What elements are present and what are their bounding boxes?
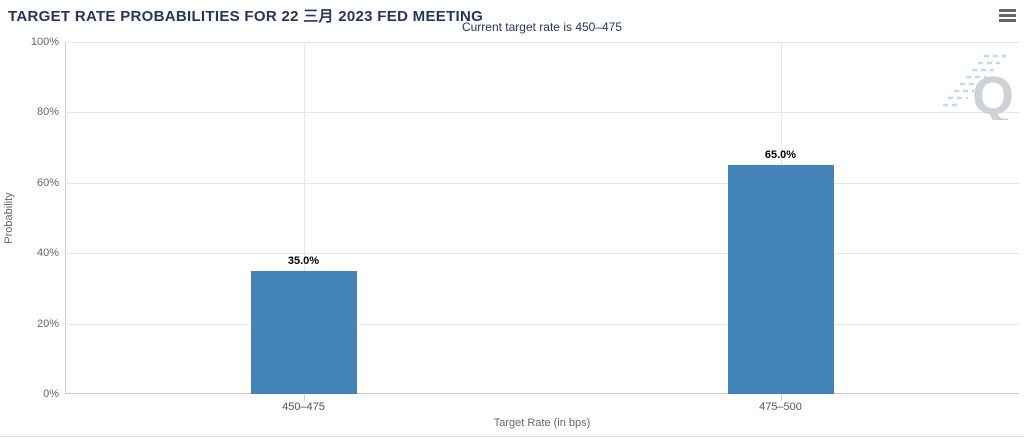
bar-value-label: 35.0% xyxy=(287,254,320,267)
hamburger-bar xyxy=(999,14,1016,17)
y-tick-label: 0% xyxy=(43,388,59,400)
y-gridline xyxy=(65,42,1019,43)
y-tick-label: 80% xyxy=(36,106,59,119)
hamburger-menu-icon[interactable] xyxy=(999,8,1016,23)
y-gridline xyxy=(65,323,1019,325)
svg-text:Q: Q xyxy=(972,66,1014,120)
y-axis-title: Probability xyxy=(3,192,15,244)
q-logo-icon: Q xyxy=(943,54,1014,126)
bar-450–475[interactable] xyxy=(250,270,357,394)
bar-value-label: 65.0% xyxy=(764,149,797,162)
y-tick-label: 40% xyxy=(36,247,59,260)
quikstrike-q-watermark: Q xyxy=(940,50,1018,126)
x-tick-mark xyxy=(780,395,782,401)
x-gridline xyxy=(303,42,305,394)
x-axis-title: Target Rate (in bps) xyxy=(493,417,591,429)
hamburger-bar xyxy=(999,9,1016,12)
y-tick-label: 100% xyxy=(30,36,59,48)
plot-area xyxy=(65,42,1019,394)
x-category-label: 475–500 xyxy=(759,401,802,413)
x-tick-mark xyxy=(303,395,305,401)
bottom-divider xyxy=(0,436,1024,437)
chart-subtitle: Current target rate is 450–475 xyxy=(461,20,623,34)
y-tick-label: 20% xyxy=(36,317,59,330)
y-gridline xyxy=(65,253,1019,255)
chart-title: TARGET RATE PROBABILITIES FOR 22 三月 2023… xyxy=(8,8,484,25)
y-tick-label: 60% xyxy=(36,176,59,189)
hamburger-bar xyxy=(999,19,1016,22)
y-gridline xyxy=(65,112,1019,114)
y-gridline xyxy=(65,182,1019,184)
bar-475–500[interactable] xyxy=(727,165,834,394)
x-category-label: 450–475 xyxy=(282,401,325,413)
